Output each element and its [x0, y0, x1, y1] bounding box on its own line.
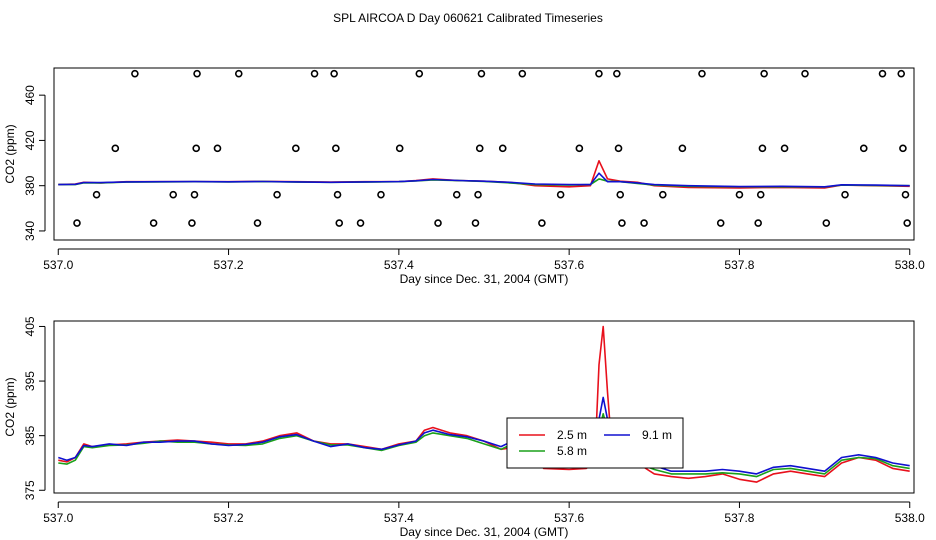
y-tick-label: 405	[23, 316, 37, 336]
scatter-point	[452, 190, 461, 199]
scatter-point	[801, 69, 809, 78]
scatter-point	[698, 69, 706, 78]
scatter-point	[616, 190, 625, 199]
series-line-9-1-m	[58, 396, 910, 475]
scatter-point	[613, 69, 621, 78]
x-tick-label: 537.4	[384, 258, 414, 272]
x-tick-label: 537.8	[724, 258, 754, 272]
x-tick-label: 537.0	[43, 258, 73, 272]
y-tick-label: 340	[23, 221, 37, 241]
y-axis-label: CO2 (ppm)	[3, 124, 17, 183]
figure-title: SPL AIRCOA D Day 060621 Calibrated Times…	[333, 11, 603, 25]
scatter-point	[595, 69, 603, 78]
x-axis-label: Day since Dec. 31, 2004 (GMT)	[400, 525, 569, 539]
scatter-point	[333, 190, 342, 199]
scatter-point	[213, 144, 222, 153]
x-tick-label: 537.2	[214, 258, 244, 272]
scatter-point	[190, 190, 199, 199]
scatter-point	[618, 219, 626, 227]
plot-frame	[53, 320, 915, 494]
y-tick-label: 460	[23, 85, 37, 105]
scatter-point	[780, 144, 789, 153]
scatter-point	[575, 144, 584, 153]
y-tick-label: 380	[23, 175, 37, 195]
scatter-point	[415, 69, 424, 78]
scatter-point	[640, 219, 648, 227]
scatter-point	[878, 69, 887, 78]
scatter-point	[92, 190, 101, 199]
scatter-point	[188, 219, 196, 227]
scatter-point	[73, 219, 81, 227]
y-tick-label: 420	[23, 130, 37, 150]
scatter-point	[498, 144, 507, 153]
y-tick-label: 375	[23, 480, 37, 500]
x-tick-label: 537.8	[724, 511, 754, 525]
scatter-point	[477, 69, 486, 78]
scatter-point	[292, 144, 300, 153]
scatter-point	[859, 144, 868, 153]
scatter-point	[234, 69, 243, 78]
scatter-point	[149, 219, 158, 227]
scatter-point	[614, 144, 623, 153]
x-tick-label: 537.6	[554, 258, 584, 272]
scatter-point	[735, 190, 744, 199]
x-tick-label: 537.4	[384, 511, 414, 525]
scatter-point	[760, 69, 768, 78]
y-tick-label: 395	[23, 371, 37, 391]
scatter-point	[332, 144, 340, 153]
top-panel-scatter-timeseries: 537.0 537.2 537.4 537.6 537.8 538.0 Day since …	[3, 67, 925, 286]
scatter-point	[193, 69, 201, 78]
legend-label: 9.1 m	[642, 428, 672, 442]
scatter-point	[169, 190, 178, 199]
x-tick-label: 537.6	[554, 511, 584, 525]
scatter-point	[475, 144, 484, 153]
scatter-point	[754, 219, 762, 227]
scatter-point	[111, 144, 120, 153]
legend-box	[506, 417, 684, 469]
scatter-point	[192, 144, 200, 153]
scatter-point	[474, 190, 482, 199]
scatter-point	[330, 69, 338, 78]
scatter-point	[273, 190, 281, 199]
scatter-point	[899, 144, 907, 153]
series-line-9-1-m	[58, 172, 910, 188]
scatter-point	[556, 190, 565, 199]
bottom-panel-line-timeseries: 537.0 537.2 537.4 537.6 537.8 538.0 Day since …	[3, 316, 925, 539]
scatter-point	[434, 219, 442, 227]
x-tick-label: 538.0	[895, 511, 925, 525]
scatter-point	[678, 144, 687, 153]
scatter-point	[756, 190, 765, 199]
scatter-point	[518, 69, 527, 78]
scatter-point	[538, 219, 546, 227]
scatter-point	[841, 190, 849, 199]
x-tick-label: 538.0	[895, 258, 925, 272]
x-tick-label: 537.2	[214, 511, 244, 525]
scatter-point	[897, 69, 906, 78]
scatter-point	[335, 219, 344, 227]
scatter-point	[901, 190, 910, 199]
scatter-point	[310, 69, 319, 78]
legend-label: 5.8 m	[557, 444, 587, 458]
y-tick-label: 385	[23, 425, 37, 445]
legend: 2.5 m 5.8 m 9.1 m	[506, 417, 684, 469]
x-axis-label: Day since Dec. 31, 2004 (GMT)	[400, 272, 569, 286]
legend-label: 2.5 m	[557, 428, 587, 442]
x-tick-label: 537.0	[43, 511, 73, 525]
scatter-point	[822, 219, 831, 227]
scatter-point	[131, 69, 139, 78]
series-line-2-5-m	[58, 325, 910, 483]
plot-frame	[53, 67, 915, 241]
scatter-point	[471, 219, 480, 227]
scatter-point	[716, 219, 725, 227]
scatter-point	[395, 144, 404, 153]
series-line-2-5-m	[58, 160, 910, 189]
scatter-point	[253, 219, 262, 227]
scatter-point	[659, 190, 667, 199]
y-axis-label: CO2 (ppm)	[3, 377, 17, 436]
scatter-point	[903, 219, 911, 227]
scatter-point	[356, 219, 365, 227]
scatter-point	[377, 190, 385, 199]
scatter-point	[758, 144, 767, 153]
